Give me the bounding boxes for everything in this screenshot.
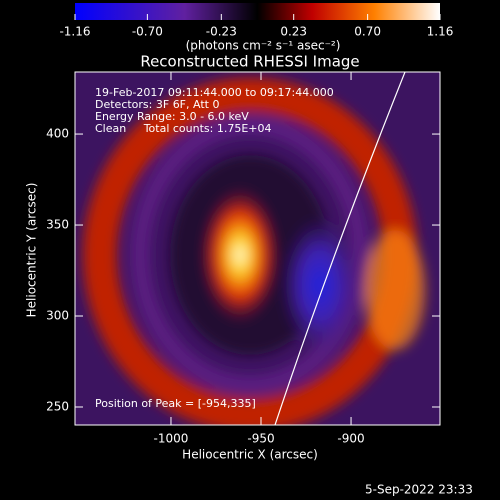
y-tick-label: 250 [46, 399, 69, 413]
colorbar-label: (photons cm⁻² s⁻¹ asec⁻²) [186, 39, 341, 53]
y-axis-label: Heliocentric Y (arcsec) [25, 183, 39, 318]
peak-label: Position of Peak = [-954,335] [95, 397, 256, 410]
y-tick-label: 300 [46, 309, 69, 323]
colorbar-tick-label: -0.23 [206, 25, 237, 39]
chart-title: Reconstructed RHESSI Image [140, 53, 359, 71]
timestamp: 5-Sep-2022 23:33 [365, 483, 473, 497]
annotation: Clean Total counts: 1.75E+04 [95, 122, 272, 135]
colorbar-tick-label: 0.23 [280, 25, 307, 39]
image [75, 72, 440, 425]
x-tick-label: -900 [337, 432, 364, 446]
colorbar [75, 3, 440, 20]
y-tick-label: 350 [46, 218, 69, 232]
x-axis-label: Heliocentric X (arcsec) [182, 448, 318, 462]
colorbar-tick-label: 1.16 [427, 25, 454, 39]
annotation: Energy Range: 3.0 - 6.0 keV [95, 110, 249, 123]
colorbar-tick-label: 0.70 [354, 25, 381, 39]
annotation: 19-Feb-2017 09:11:44.000 to 09:17:44.000 [95, 86, 334, 99]
colorbar-tick-label: -0.70 [132, 25, 163, 39]
x-tick-label: -1000 [154, 432, 189, 446]
y-tick-label: 400 [46, 127, 69, 141]
annotation: Detectors: 3F 6F, Att 0 [95, 98, 219, 111]
plot-frame [74, 71, 441, 426]
x-tick-label: -950 [247, 432, 274, 446]
colorbar-tick-label: -1.16 [59, 25, 90, 39]
